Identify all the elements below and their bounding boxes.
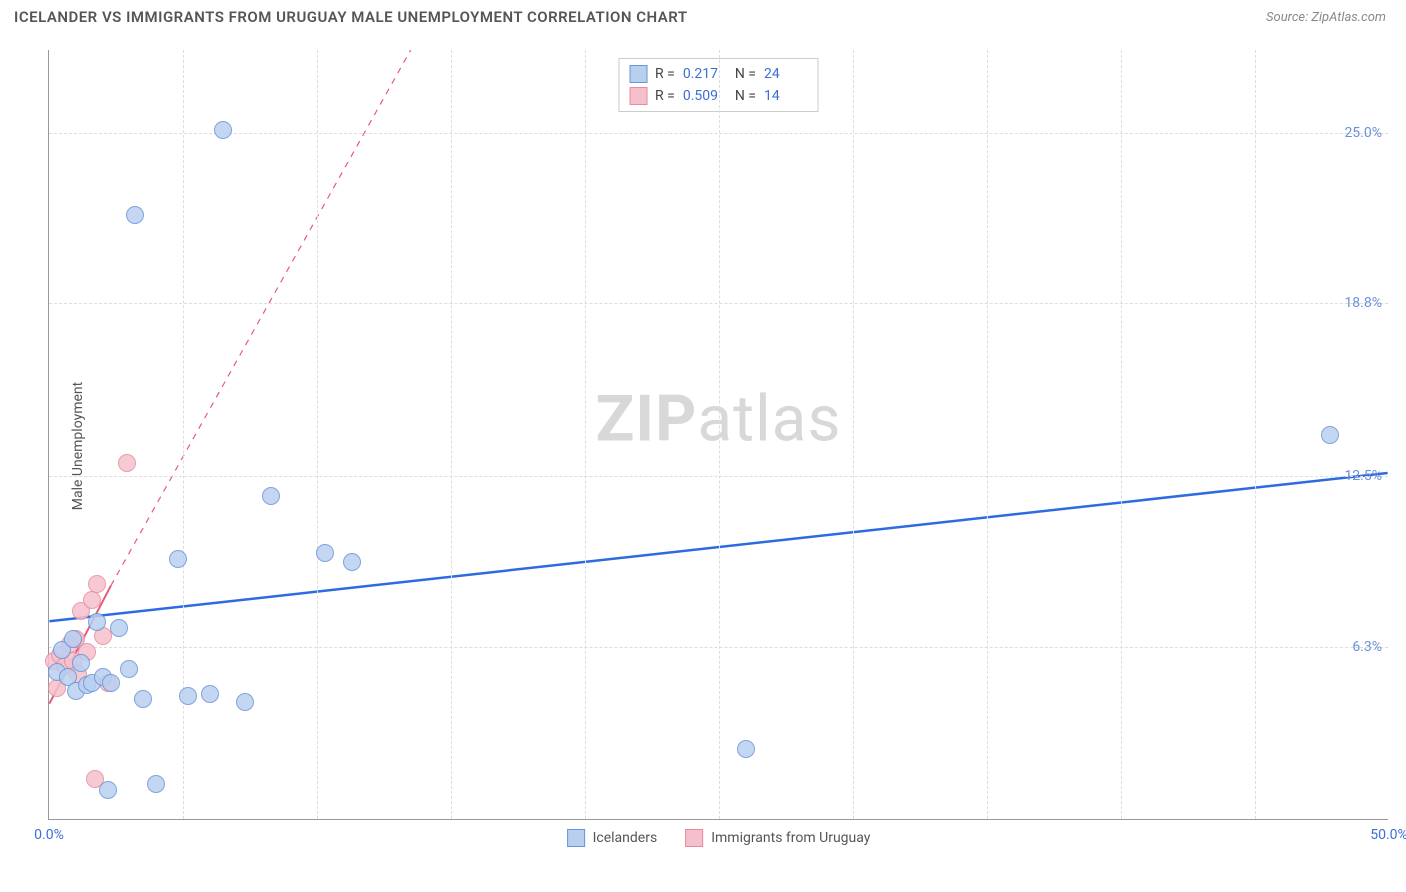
chart-title: ICELANDER VS IMMIGRANTS FROM URUGUAY MAL… bbox=[14, 8, 688, 26]
gridline-v bbox=[451, 50, 452, 819]
data-point-icelanders bbox=[64, 630, 82, 648]
gridline-v bbox=[987, 50, 988, 819]
data-point-icelanders bbox=[262, 487, 280, 505]
gridline-v bbox=[317, 50, 318, 819]
data-point-uruguay bbox=[83, 591, 101, 609]
data-point-icelanders bbox=[1321, 426, 1339, 444]
y-tick-label: 6.3% bbox=[1352, 639, 1382, 655]
chart-source: Source: ZipAtlas.com bbox=[1266, 10, 1386, 25]
chart-plot-area: ZIPatlas R = 0.217 N = 24 R = 0.509 N = … bbox=[48, 50, 1388, 820]
data-point-uruguay bbox=[118, 454, 136, 472]
legend-item-icelanders: Icelanders bbox=[567, 829, 658, 847]
data-point-icelanders bbox=[236, 693, 254, 711]
legend-label: Icelanders bbox=[593, 830, 658, 846]
series-legend: Icelanders Immigrants from Uruguay bbox=[567, 829, 871, 847]
data-point-icelanders bbox=[88, 613, 106, 631]
y-tick-label: 25.0% bbox=[1344, 125, 1382, 141]
legend-label: Immigrants from Uruguay bbox=[711, 830, 870, 846]
legend-swatch-icon bbox=[567, 829, 585, 847]
data-point-icelanders bbox=[737, 740, 755, 758]
data-point-icelanders bbox=[201, 685, 219, 703]
data-point-icelanders bbox=[343, 553, 361, 571]
gridline-v bbox=[585, 50, 586, 819]
gridline-v bbox=[1255, 50, 1256, 819]
x-tick-label: 0.0% bbox=[34, 827, 64, 843]
data-point-icelanders bbox=[72, 654, 90, 672]
gridline-v bbox=[719, 50, 720, 819]
legend-item-uruguay: Immigrants from Uruguay bbox=[685, 829, 870, 847]
gridline-v bbox=[853, 50, 854, 819]
data-point-uruguay bbox=[88, 575, 106, 593]
data-point-icelanders bbox=[99, 781, 117, 799]
data-point-icelanders bbox=[147, 775, 165, 793]
swatch-icelanders bbox=[629, 65, 647, 83]
gridline-v bbox=[1121, 50, 1122, 819]
data-point-icelanders bbox=[102, 674, 120, 692]
data-point-icelanders bbox=[126, 206, 144, 224]
data-point-icelanders bbox=[110, 619, 128, 637]
data-point-icelanders bbox=[179, 687, 197, 705]
data-point-icelanders bbox=[214, 121, 232, 139]
data-point-icelanders bbox=[169, 550, 187, 568]
data-point-icelanders bbox=[120, 660, 138, 678]
data-point-icelanders bbox=[134, 690, 152, 708]
x-tick-label: 50.0% bbox=[1370, 827, 1406, 843]
y-tick-label: 18.8% bbox=[1344, 295, 1382, 311]
chart-header: ICELANDER VS IMMIGRANTS FROM URUGUAY MAL… bbox=[0, 0, 1406, 30]
swatch-uruguay bbox=[629, 87, 647, 105]
legend-swatch-icon bbox=[685, 829, 703, 847]
y-tick-label: 12.5% bbox=[1344, 468, 1382, 484]
data-point-icelanders bbox=[316, 544, 334, 562]
